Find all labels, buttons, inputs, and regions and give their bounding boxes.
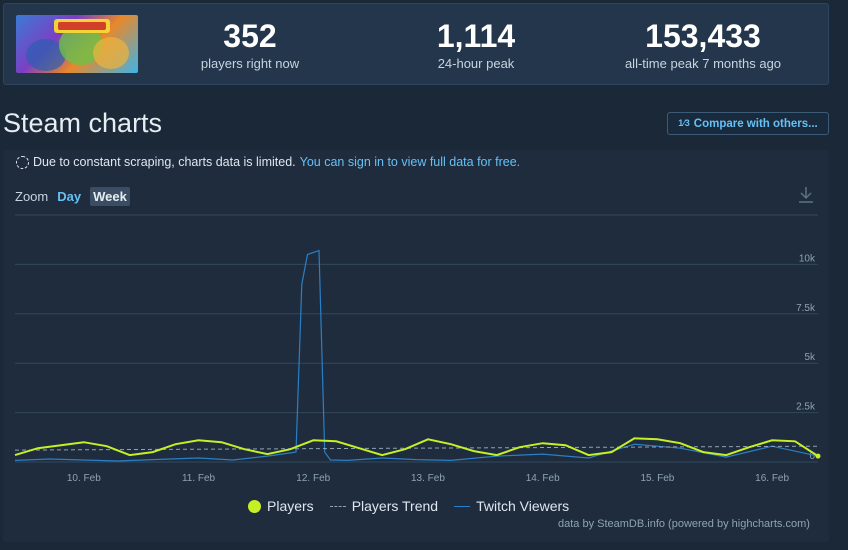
y-tick-label: 0 [809, 451, 815, 462]
legend-item-players[interactable]: Players [248, 498, 314, 514]
y-tick-label: 10k [799, 253, 816, 264]
players-now-label: players right now [200, 56, 300, 71]
stat-peak-24h: 1,114 24-hour peak [376, 18, 576, 71]
twitch-legend-marker [454, 505, 471, 507]
legend-twitch-label: Twitch Viewers [476, 498, 570, 514]
zoom-day-button[interactable]: Day [57, 189, 82, 204]
trend-legend-marker [329, 505, 346, 507]
sign-in-link[interactable]: You can sign in to view full data for fr… [299, 155, 521, 169]
y-tick-label: 5k [804, 352, 816, 363]
stat-players-now: 352 players right now [150, 18, 350, 71]
stats-bar: 352 players right now 1,114 24-hour peak… [3, 3, 829, 85]
players-line [14, 437, 819, 457]
players-trend-line [14, 445, 819, 451]
x-tick-label: 12. Feb [296, 473, 330, 484]
peak-24h-label: 24-hour peak [437, 56, 515, 71]
peak-24h-value: 1,114 [436, 18, 516, 54]
data-limit-notice: Due to constant scraping, charts data is… [16, 155, 520, 169]
all-time-peak-label: all-time peak 7 months ago [624, 56, 782, 71]
twitch-viewers-line [14, 249, 819, 462]
zoom-controls: Zoom Day Week [15, 187, 130, 206]
legend-players-label: Players [267, 498, 314, 514]
x-tick-label: 13. Feb [411, 473, 445, 484]
info-circle-icon [16, 155, 29, 169]
download-icon[interactable] [798, 186, 814, 209]
legend-item-twitch[interactable]: Twitch Viewers [454, 498, 569, 514]
x-tick-label: 15. Feb [640, 473, 674, 484]
y-tick-label: 7.5k [796, 303, 816, 314]
legend-trend-label: Players Trend [351, 498, 439, 514]
x-tick-label: 10. Feb [67, 473, 101, 484]
player-chart[interactable]: 0 2.5k 5k 7.5k 10k 10. Feb 11. Feb 12. Feb 13. F… [3, 150, 829, 542]
all-time-peak-value: 153,433 [645, 18, 761, 54]
compare-button-label: Compare with others... [693, 117, 818, 130]
x-tick-label: 16. Feb [755, 473, 789, 484]
zoom-week-button[interactable]: Week [90, 187, 130, 206]
players-legend-marker [248, 499, 261, 513]
fraction-icon: 1⁄3 [678, 118, 690, 128]
players-now-value: 352 [223, 18, 277, 54]
chart-credits[interactable]: data by SteamDB.info (powered by highcha… [558, 518, 810, 530]
legend-item-trend[interactable]: Players Trend [329, 498, 439, 514]
chart-panel: Due to constant scraping, charts data is… [3, 150, 829, 542]
chart-legend: Players Players Trend Twitch Viewers [248, 498, 569, 514]
x-tick-label: 14. Feb [526, 473, 560, 484]
page-title: Steam charts [3, 108, 163, 138]
game-header-image[interactable] [16, 15, 138, 73]
notice-text: Due to constant scraping, charts data is… [33, 155, 296, 169]
players-point [815, 453, 821, 459]
y-tick-label: 2.5k [796, 402, 816, 413]
stat-all-time-peak: 153,433 all-time peak 7 months ago [603, 18, 803, 71]
compare-button[interactable]: 1⁄3 Compare with others... [667, 112, 829, 135]
zoom-label: Zoom [15, 189, 49, 204]
x-tick-label: 11. Feb [182, 473, 216, 484]
